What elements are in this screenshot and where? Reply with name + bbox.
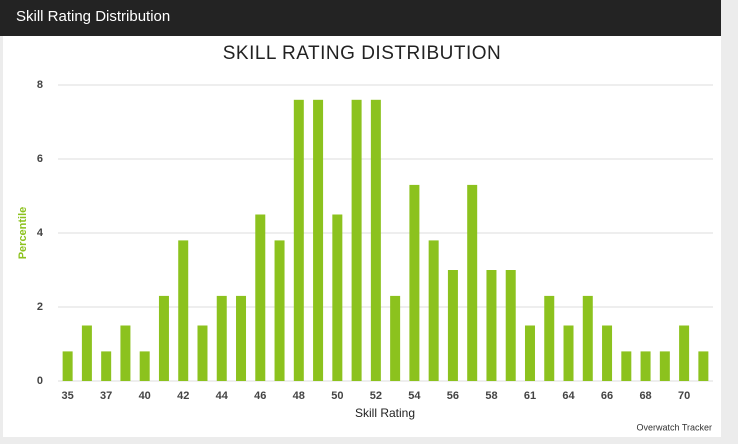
x-tick-label: 56 bbox=[447, 390, 459, 402]
credit: Overwatch Tracker bbox=[636, 422, 712, 432]
x-tick-label: 40 bbox=[139, 390, 151, 402]
x-tick-label: 48 bbox=[293, 390, 305, 402]
bar bbox=[101, 351, 112, 381]
x-tick-label: 68 bbox=[639, 390, 651, 402]
x-tick-label: 52 bbox=[370, 390, 382, 402]
bar bbox=[236, 295, 247, 381]
x-tick-label: 42 bbox=[177, 390, 189, 402]
bar bbox=[216, 295, 227, 381]
bar bbox=[428, 240, 439, 381]
x-tick-label: 70 bbox=[678, 390, 690, 402]
bar bbox=[659, 351, 670, 381]
bar bbox=[409, 184, 420, 381]
bar bbox=[621, 351, 632, 381]
bar bbox=[332, 214, 343, 381]
x-tick-label: 61 bbox=[524, 390, 536, 402]
x-tick-label: 64 bbox=[562, 390, 575, 402]
bar bbox=[139, 351, 150, 381]
bar bbox=[486, 270, 497, 381]
bar bbox=[197, 325, 208, 381]
x-tick-label: 46 bbox=[254, 390, 266, 402]
bar bbox=[370, 99, 381, 382]
header-bar: Skill Rating Distribution bbox=[0, 0, 721, 36]
bar bbox=[255, 214, 266, 381]
bar bbox=[467, 184, 478, 381]
y-tick-label: 6 bbox=[37, 153, 43, 165]
bar bbox=[178, 240, 189, 381]
x-tick-label: 66 bbox=[601, 390, 613, 402]
header-title: Skill Rating Distribution bbox=[16, 8, 171, 25]
bar bbox=[293, 99, 304, 382]
bar bbox=[524, 325, 535, 381]
bar bbox=[158, 295, 169, 381]
bar bbox=[582, 295, 593, 381]
bar bbox=[602, 325, 613, 381]
y-tick-label: 2 bbox=[37, 301, 43, 313]
bar bbox=[81, 325, 92, 381]
bar bbox=[563, 325, 574, 381]
bar bbox=[274, 240, 285, 381]
y-axis-label: Percentile bbox=[17, 207, 29, 260]
x-tick-label: 54 bbox=[408, 390, 421, 402]
bar bbox=[447, 270, 458, 381]
x-tick-label: 35 bbox=[62, 390, 74, 402]
x-tick-label: 37 bbox=[100, 390, 112, 402]
y-tick-label: 8 bbox=[37, 79, 43, 91]
y-tick-label: 0 bbox=[37, 375, 43, 387]
chart-title: SKILL RATING DISTRIBUTION bbox=[223, 43, 502, 64]
x-tick-label: 44 bbox=[216, 390, 229, 402]
bar bbox=[640, 351, 651, 381]
x-tick-label: 50 bbox=[331, 390, 343, 402]
x-tick-label: 58 bbox=[485, 390, 497, 402]
x-axis-label: Skill Rating bbox=[355, 406, 415, 420]
bar bbox=[544, 295, 555, 381]
bar bbox=[505, 270, 516, 381]
bar bbox=[351, 99, 362, 382]
bar bbox=[313, 99, 324, 382]
bar bbox=[390, 295, 401, 381]
bar bbox=[120, 325, 131, 381]
bar bbox=[62, 351, 73, 381]
y-tick-label: 4 bbox=[37, 227, 44, 239]
bar bbox=[698, 351, 709, 381]
bar bbox=[679, 325, 690, 381]
